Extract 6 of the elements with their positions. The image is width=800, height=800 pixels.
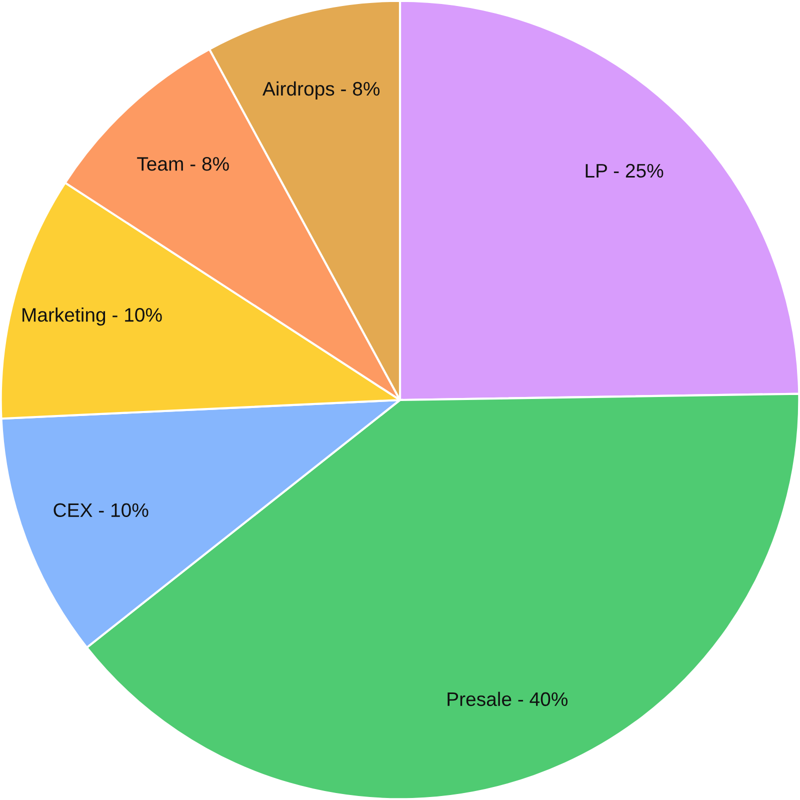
slice-label: LP - 25%: [586, 164, 664, 178]
slice-label: Airdrops - 8%: [262, 81, 380, 100]
slice-label: Team - 8%: [137, 157, 229, 171]
slice-label: CEX - 10%: [54, 503, 148, 518]
slice-label: Marketing - 10%: [22, 307, 162, 326]
slice-label: Presale - 40%: [448, 692, 568, 706]
